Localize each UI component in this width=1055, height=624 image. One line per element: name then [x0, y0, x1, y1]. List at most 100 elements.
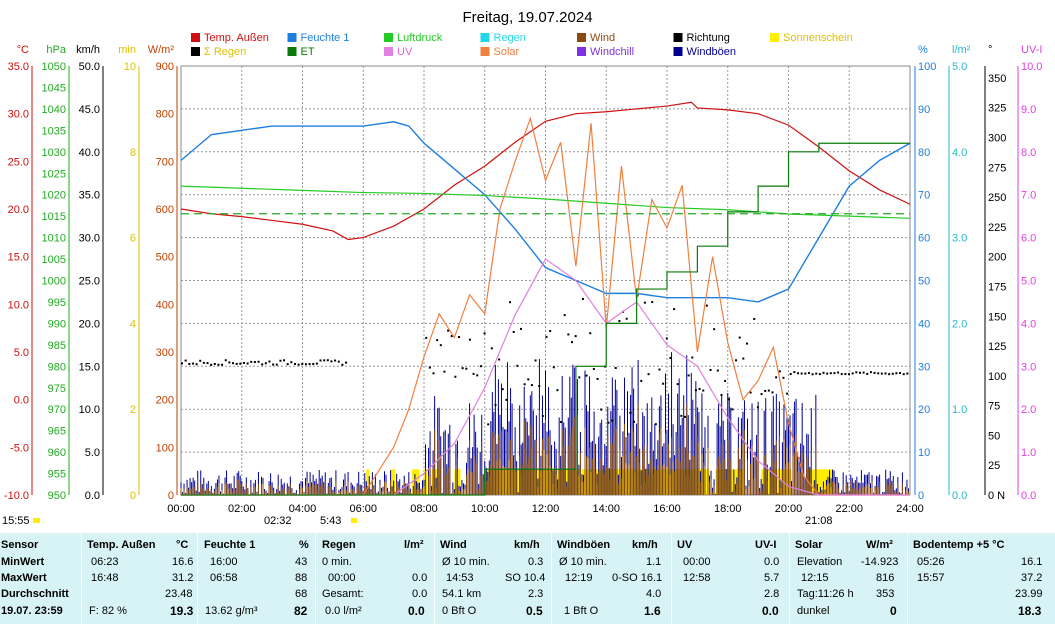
legend-label: Wind	[590, 32, 615, 44]
rain-head: Regen	[322, 539, 356, 551]
sun-tick: 8	[130, 147, 136, 159]
direction-point	[797, 372, 800, 375]
uv-tick: 1.0	[1021, 447, 1036, 459]
x-tick-label: 24:00	[896, 503, 924, 515]
x-tick-label: 04:00	[289, 503, 317, 515]
direction-point	[596, 377, 599, 380]
direction-point	[447, 329, 450, 332]
uv-unit: UV-I	[1021, 44, 1042, 56]
pressure-tick: 1040	[42, 104, 66, 116]
direction-tick: 225	[988, 222, 1006, 234]
direction-point	[866, 372, 869, 375]
wind-row2-max: SO 10.4	[505, 572, 546, 584]
legend-label: Feuchte 1	[301, 32, 350, 44]
wind-tick: 20.0	[79, 318, 100, 330]
direction-point	[669, 356, 672, 359]
direction-point	[512, 330, 515, 333]
temp-unit: °C	[176, 539, 189, 551]
pressure-tick: 1005	[42, 254, 66, 266]
gust-row3-value: 4.0	[646, 588, 662, 600]
rain-foot-label: 0.0 l/m²	[325, 605, 362, 617]
direction-tick: 125	[988, 341, 1006, 353]
direction-point	[479, 365, 482, 368]
direction-point	[840, 373, 843, 376]
direction-point	[476, 374, 479, 377]
direction-point	[716, 369, 719, 372]
uv-tick: 7.0	[1021, 190, 1036, 202]
legend-label: Windböen	[687, 46, 737, 58]
legend-swatch	[480, 47, 490, 56]
direction-point	[782, 376, 785, 379]
rain-tick: 2.0	[952, 318, 967, 330]
direction-point	[188, 362, 191, 365]
direction-point	[450, 335, 453, 338]
temp-tick: -5.0	[10, 442, 29, 454]
direction-point	[312, 363, 315, 366]
solar-foot-label: dunkel	[797, 605, 830, 617]
direction-point	[468, 338, 471, 341]
wind-row3: 54.1 km	[442, 588, 482, 600]
direction-point	[786, 392, 789, 395]
direction-point	[738, 336, 741, 339]
hum-head: Feuchte 1	[204, 539, 256, 551]
direction-point	[264, 362, 267, 365]
direction-point	[439, 344, 442, 347]
solar-tick: 800	[156, 109, 174, 121]
direction-tick: 50	[988, 430, 1000, 442]
direction-point	[443, 370, 446, 373]
gust-row1: Ø 10 min.	[559, 556, 607, 568]
direction-point	[760, 393, 763, 396]
sunshine-block	[390, 469, 396, 495]
direction-point	[538, 385, 541, 388]
direction-point	[472, 372, 475, 375]
direction-point	[651, 301, 654, 304]
direction-point	[206, 362, 209, 365]
uv-tick: 4.0	[1021, 318, 1036, 330]
soil-current: 18.3	[1018, 604, 1042, 618]
direction-point	[242, 361, 245, 364]
rain-tick: 3.0	[952, 233, 967, 245]
temp-tick: -10.0	[4, 490, 29, 502]
uv-tick: 2.0	[1021, 404, 1036, 416]
direction-point	[778, 370, 781, 373]
legend-swatch	[287, 33, 297, 42]
x-tick-label: 00:00	[167, 503, 195, 515]
direction-point	[684, 415, 687, 418]
direction-point	[545, 335, 548, 338]
legend-swatch	[770, 33, 779, 42]
direction-point	[465, 367, 468, 370]
direction-point	[181, 362, 183, 365]
direction-point	[432, 372, 435, 375]
sunshine-block	[366, 469, 370, 495]
sun-marker-icon	[33, 518, 40, 523]
marker-moonset-time: 21:08	[805, 515, 833, 527]
hum-unit: %	[299, 539, 309, 551]
direction-point	[826, 372, 829, 375]
legend-label: Sonnenschein	[783, 32, 853, 44]
wind-unit: km/h	[514, 539, 540, 551]
temp-max-time: 16:48	[91, 572, 119, 584]
uv-min-time: 00:00	[683, 556, 711, 568]
legend-label: Temp. Außen	[204, 32, 269, 44]
series-temp-au-en	[180, 101, 911, 241]
pressure-tick: 1045	[42, 82, 66, 94]
direction-point	[286, 363, 289, 366]
uv-max-value: 5.7	[764, 572, 780, 584]
direction-point	[720, 393, 723, 396]
legend-swatch	[287, 47, 297, 56]
direction-point	[534, 359, 537, 362]
direction-point	[345, 361, 348, 364]
solar-row2-time: 12:15	[801, 572, 829, 584]
direction-tick: 150	[988, 311, 1006, 323]
direction-point	[767, 389, 770, 392]
direction-tick: 175	[988, 281, 1006, 293]
legend-label: UV	[397, 46, 413, 58]
solar-row3: Tag:11:26 h	[797, 588, 854, 600]
gust-head: Windböen	[557, 539, 611, 551]
direction-point	[268, 360, 271, 363]
temp-head: Temp. Außen	[87, 539, 156, 551]
row-label-avg: Durchschnitt	[1, 588, 69, 600]
direction-point	[807, 371, 810, 374]
solar-tick: 700	[156, 156, 174, 168]
temp-max-value: 31.2	[172, 572, 194, 584]
